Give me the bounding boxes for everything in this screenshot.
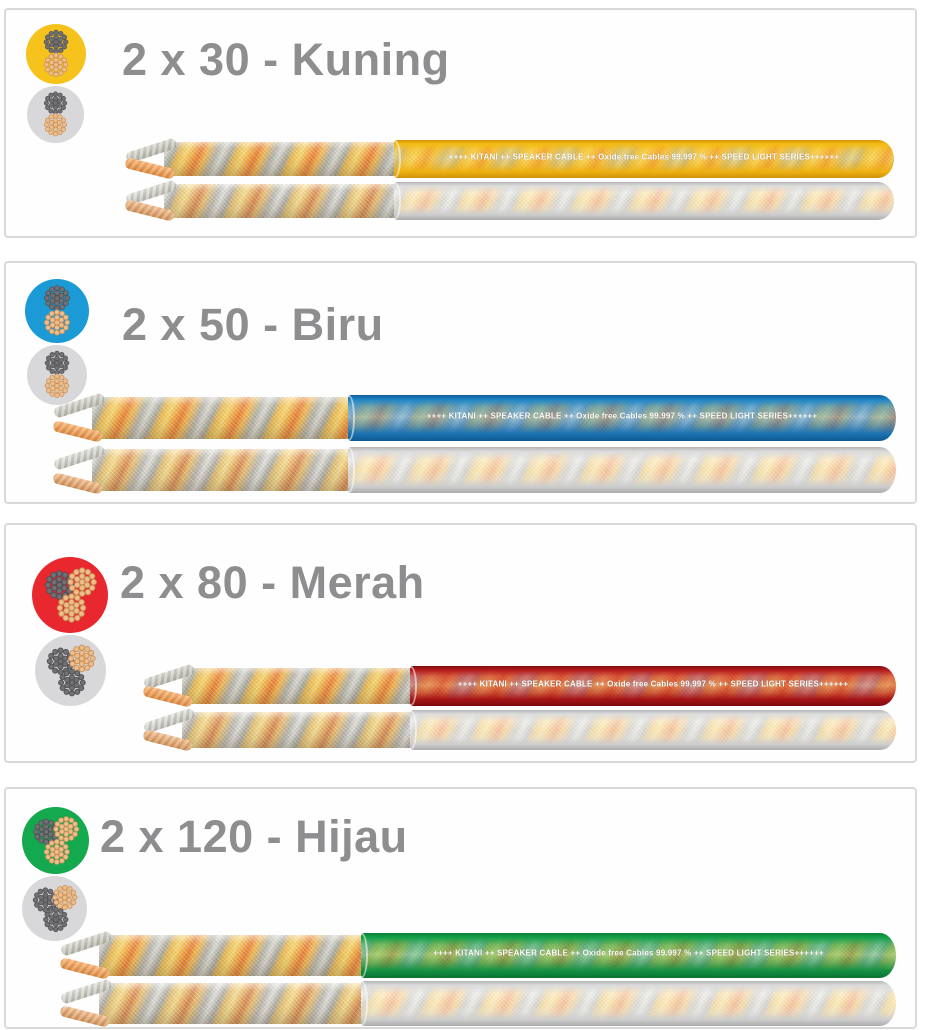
product-title: 2 x 50 - Biru <box>122 299 384 350</box>
frayed-strand-orange <box>59 1005 111 1028</box>
cross-section-gray <box>35 635 106 706</box>
cable-cross-section-icon <box>27 345 87 405</box>
twisted-wire <box>124 137 398 180</box>
cable-jacket-gray <box>394 182 894 220</box>
product-panel-biru: 2 x 50 - Biru ++++ KITANI ++ SPEAKER CAB… <box>4 261 917 504</box>
cable-bottom <box>52 444 896 495</box>
cable-jacket-colored: ++++ KITANI ++ SPEAKER CABLE ++ Oxide fr… <box>394 140 894 178</box>
frayed-strand-gray <box>59 978 113 1005</box>
cable-jacket-colored: ++++ KITANI ++ SPEAKER CABLE ++ Oxide fr… <box>410 666 896 706</box>
twisted-wire <box>142 663 414 708</box>
cross-section-gray <box>27 86 84 143</box>
frayed-strand-orange <box>124 199 176 222</box>
cable-cross-section-icon <box>22 807 89 874</box>
cable-cross-section-icon <box>32 557 108 633</box>
twisted-wire <box>52 444 352 495</box>
twisted-wire <box>124 179 398 222</box>
cable-top: ++++ KITANI ++ SPEAKER CABLE ++ Oxide fr… <box>124 137 894 180</box>
cross-section-gray <box>22 876 87 941</box>
frayed-strand-orange <box>59 957 111 980</box>
frayed-strand-gray <box>52 444 106 471</box>
cable-bottom <box>142 707 896 752</box>
twisted-wire <box>59 930 365 980</box>
cable-bottom <box>59 978 896 1028</box>
cable-cross-section-icon <box>35 635 106 706</box>
cross-section-colored <box>26 24 86 84</box>
product-panel-merah: 2 x 80 - Merah ++++ KITANI ++ SPEAKER CA… <box>4 523 917 763</box>
cross-section-gray <box>27 345 87 405</box>
cable-cross-section-icon <box>22 876 87 941</box>
cable-cross-section-icon <box>26 24 86 84</box>
twisted-wire <box>142 707 414 752</box>
twisted-wire <box>52 392 352 443</box>
product-panel-hijau: 2 x 120 - Hijau ++++ KITANI ++ SPEAKER C… <box>4 787 917 1029</box>
twisted-wire <box>59 978 365 1028</box>
jacket-print-text: ++++ KITANI ++ SPEAKER CABLE ++ Oxide fr… <box>433 948 824 958</box>
cable-top: ++++ KITANI ++ SPEAKER CABLE ++ Oxide fr… <box>59 930 896 980</box>
cable-top: ++++ KITANI ++ SPEAKER CABLE ++ Oxide fr… <box>52 392 896 443</box>
product-panel-kuning: 2 x 30 - Kuning ++++ KITANI ++ SPEAKER C… <box>4 8 917 238</box>
cross-section-colored <box>25 279 89 343</box>
cable-jacket-gray <box>410 710 896 750</box>
cross-section-colored <box>32 557 108 633</box>
jacket-print-text: ++++ KITANI ++ SPEAKER CABLE ++ Oxide fr… <box>448 152 840 162</box>
frayed-strand-orange <box>142 729 194 752</box>
cable-bottom <box>124 179 894 222</box>
cable-cross-section-icon <box>25 279 89 343</box>
product-title: 2 x 80 - Merah <box>120 557 425 608</box>
cable-top: ++++ KITANI ++ SPEAKER CABLE ++ Oxide fr… <box>142 663 896 708</box>
frayed-strand-orange <box>52 420 104 443</box>
frayed-strand-orange <box>52 472 104 495</box>
cable-jacket-colored: ++++ KITANI ++ SPEAKER CABLE ++ Oxide fr… <box>361 933 896 978</box>
frayed-strand-orange <box>124 157 176 180</box>
cable-jacket-gray <box>361 981 896 1026</box>
jacket-print-text: ++++ KITANI ++ SPEAKER CABLE ++ Oxide fr… <box>457 679 849 689</box>
frayed-strand-orange <box>142 685 194 708</box>
cross-section-colored <box>22 807 89 874</box>
product-title: 2 x 120 - Hijau <box>100 811 408 862</box>
product-title: 2 x 30 - Kuning <box>122 34 450 85</box>
cable-jacket-gray <box>348 447 896 493</box>
jacket-print-text: ++++ KITANI ++ SPEAKER CABLE ++ Oxide fr… <box>426 411 818 421</box>
cable-jacket-colored: ++++ KITANI ++ SPEAKER CABLE ++ Oxide fr… <box>348 395 896 441</box>
cable-cross-section-icon <box>27 86 84 143</box>
